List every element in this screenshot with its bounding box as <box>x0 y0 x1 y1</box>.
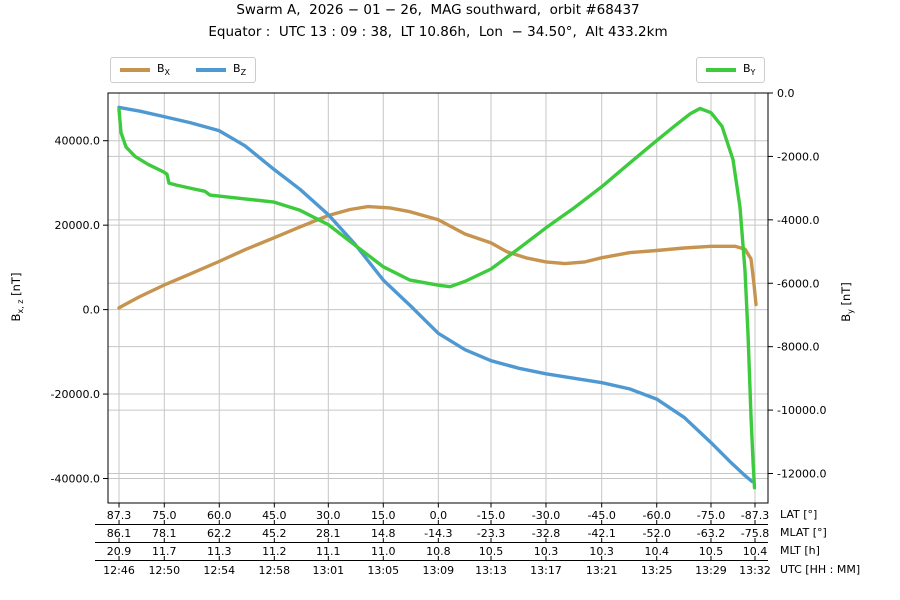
legend-item-bz: BZ <box>196 62 247 78</box>
legend-label-by: BY <box>743 62 756 78</box>
x-tick-label-row3: 12:46 <box>103 564 135 577</box>
x-tick-label-row3: 12:58 <box>258 564 290 577</box>
x-tick-label-row0: -60.0 <box>642 509 670 522</box>
right-tick-label: -12000.0 <box>777 468 826 481</box>
series-bx-line <box>117 204 758 310</box>
left-tick-label: 0.0 <box>83 304 101 317</box>
x-tick-label-row0: 0.0 <box>430 509 448 522</box>
chart-title: Swarm A, 2026 − 01 − 26, MAG southward, … <box>236 2 640 18</box>
left-tick-label: 20000.0 <box>55 219 101 232</box>
chart-subtitle: Equator : UTC 13 : 09 : 38, LT 10.86h, L… <box>208 23 668 40</box>
x-tick-label-row3: 13:32 <box>739 564 771 577</box>
x-axis-row-label-mlt: MLT [h] <box>780 544 820 557</box>
x-tick-label-row0: -45.0 <box>587 509 615 522</box>
legend-left: BX BZ <box>110 57 257 83</box>
x-tick-label-row3: 12:54 <box>203 564 235 577</box>
x-tick-label-row0: -87.3 <box>741 509 769 522</box>
x-tick-label-row1: 45.2 <box>262 527 287 540</box>
x-tick-label-row0: -75.0 <box>697 509 725 522</box>
x-tick-label-row0: 75.0 <box>152 509 177 522</box>
legend-right: BY <box>696 57 766 83</box>
left-tick-label: -40000.0 <box>51 473 100 486</box>
x-tick-label-row0: 30.0 <box>316 509 341 522</box>
x-tick-label-row3: 13:25 <box>641 564 673 577</box>
x-tick-label-row0: -15.0 <box>477 509 505 522</box>
series-bz-line <box>117 105 754 484</box>
x-tick-label-row3: 13:09 <box>422 564 454 577</box>
x-tick-label-row3: 13:05 <box>367 564 399 577</box>
x-tick-label-row1: -42.1 <box>587 527 615 540</box>
x-tick-label-row2: 10.3 <box>589 545 614 558</box>
x-tick-label-row1: -63.2 <box>697 527 725 540</box>
x-axis-row-label-utc: UTC [HH : MM] <box>780 563 861 576</box>
x-tick-label-row2: 10.5 <box>699 545 724 558</box>
x-axis-row-label-mlat: MLAT [°] <box>780 526 827 539</box>
x-tick-label-row0: 60.0 <box>207 509 232 522</box>
left-tick-label: -20000.0 <box>51 388 100 401</box>
title-block: Swarm A, 2026 − 01 − 26, MAG southward, … <box>0 0 876 43</box>
x-tick-label-row3: 13:01 <box>312 564 344 577</box>
x-axis-row-label-lat: LAT [°] <box>780 508 818 521</box>
x-tick-label-row0: 15.0 <box>371 509 396 522</box>
x-tick-label-row1: 62.2 <box>207 527 232 540</box>
x-tick-label-row2: 11.2 <box>262 545 287 558</box>
x-tick-label-row2: 11.7 <box>152 545 177 558</box>
x-tick-label-row1: -23.3 <box>477 527 505 540</box>
left-tick-label: 40000.0 <box>55 135 101 148</box>
right-tick-label: -2000.0 <box>777 150 819 163</box>
right-tick-label: -6000.0 <box>777 277 819 290</box>
x-tick-label-row2: 10.8 <box>426 545 451 558</box>
legend-label-bz: BZ <box>233 62 247 78</box>
right-tick-label: -8000.0 <box>777 341 819 354</box>
x-tick-label-row1: -52.0 <box>642 527 670 540</box>
x-tick-label-row3: 12:50 <box>148 564 180 577</box>
x-tick-label-row1: 78.1 <box>152 527 177 540</box>
right-tick-label: -4000.0 <box>777 214 819 227</box>
legend-item-by: BY <box>706 62 756 78</box>
bz-line-swatch <box>196 68 227 72</box>
x-tick-label-row2: 10.4 <box>644 545 669 558</box>
x-tick-label-row1: 28.1 <box>316 527 341 540</box>
x-tick-label-row2: 10.5 <box>479 545 504 558</box>
by-line-swatch <box>706 68 736 72</box>
legend-item-bx: BX <box>120 62 171 78</box>
x-tick-label-row0: 45.0 <box>262 509 287 522</box>
right-tick-label: -10000.0 <box>777 404 826 417</box>
x-tick-label-row3: 13:29 <box>695 564 727 577</box>
x-tick-label-row1: -32.8 <box>532 527 560 540</box>
legend-label-bx: BX <box>157 62 171 78</box>
x-tick-label-row1: 86.1 <box>107 527 132 540</box>
x-tick-label-row3: 13:17 <box>530 564 562 577</box>
x-tick-label-row3: 13:13 <box>475 564 507 577</box>
x-tick-label-row2: 11.0 <box>371 545 396 558</box>
x-tick-label-row2: 10.3 <box>534 545 559 558</box>
x-tick-label-row0: -30.0 <box>532 509 560 522</box>
x-tick-label-row3: 13:21 <box>586 564 618 577</box>
x-tick-label-row1: 14.8 <box>371 527 396 540</box>
x-tick-label-row1: -75.8 <box>741 527 769 540</box>
series-by-line <box>117 106 757 490</box>
right-tick-label: 0.0 <box>777 87 795 100</box>
bx-line-swatch <box>120 68 150 72</box>
x-tick-label-row1: -14.3 <box>424 527 452 540</box>
x-tick-label-row2: 20.9 <box>107 545 132 558</box>
x-tick-label-row2: 11.3 <box>207 545 232 558</box>
x-tick-label-row2: 11.1 <box>316 545 341 558</box>
x-tick-label-row2: 10.4 <box>743 545 768 558</box>
x-tick-label-row0: 87.3 <box>107 509 132 522</box>
